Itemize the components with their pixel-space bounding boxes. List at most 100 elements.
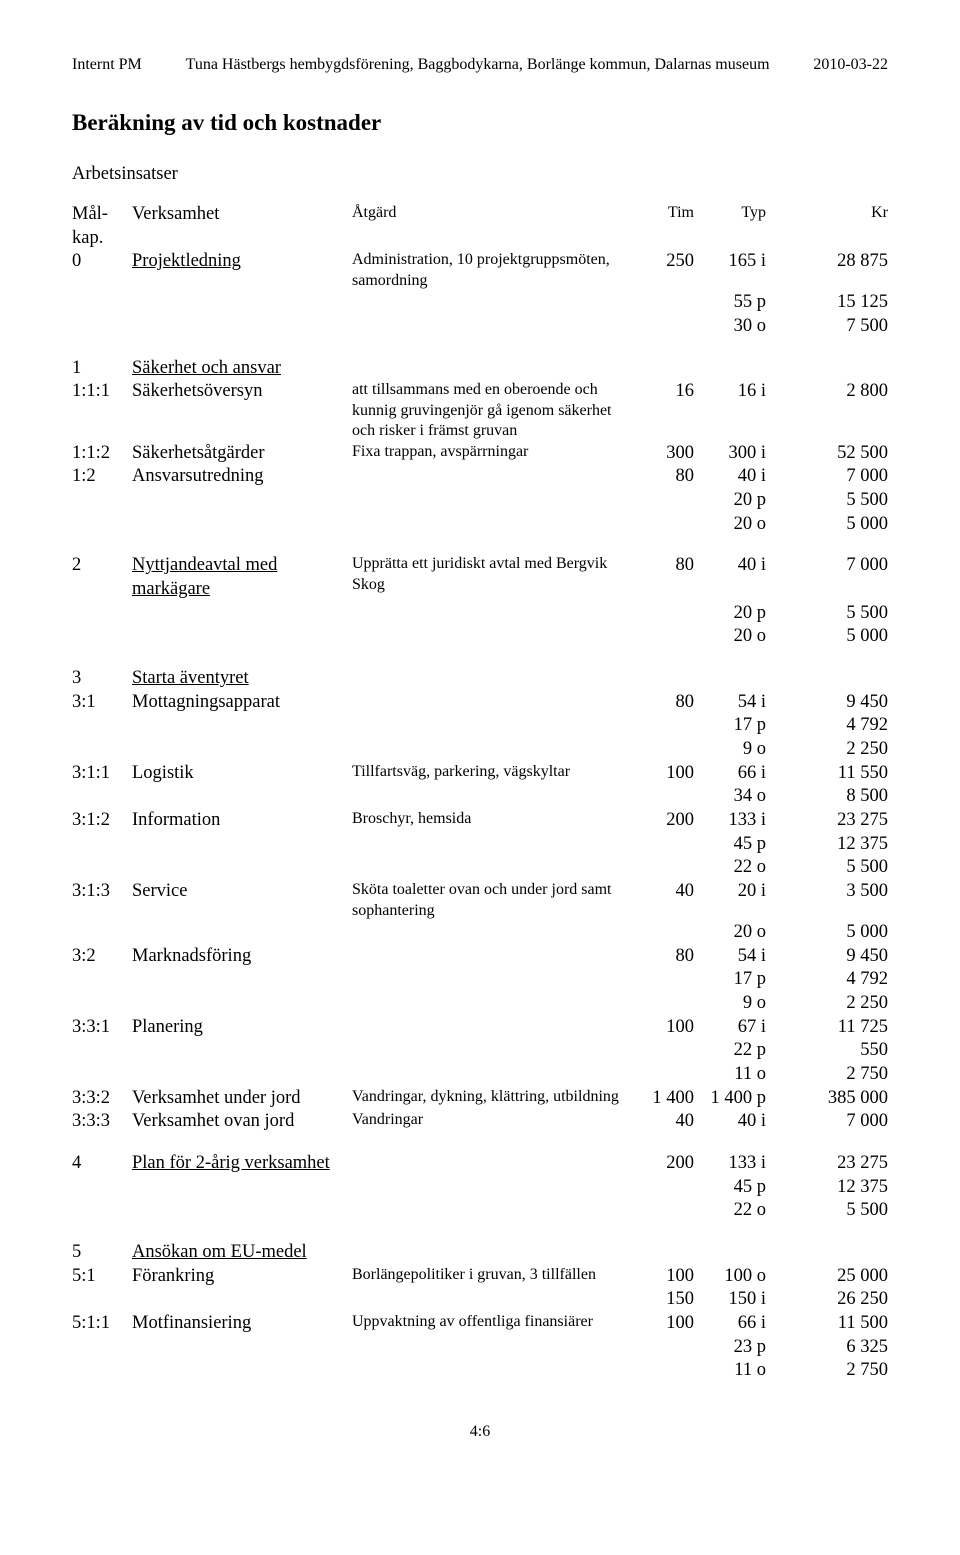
cell-typ: 11 o bbox=[694, 1063, 766, 1087]
table-row: 5Ansökan om EU-medel bbox=[72, 1241, 888, 1265]
table-row: 9 o2 250 bbox=[72, 992, 888, 1016]
cell-kr: 26 250 bbox=[766, 1288, 888, 1312]
cell-id: 1 bbox=[72, 357, 132, 381]
cell-typ: 55 p bbox=[694, 291, 766, 315]
cell-tim: 80 bbox=[632, 554, 694, 601]
table-row: 1:1:1Säkerhetsöversynatt tillsammans med… bbox=[72, 380, 888, 441]
table-row: 9 o2 250 bbox=[72, 738, 888, 762]
cell-tim bbox=[632, 1063, 694, 1087]
cell-tim: 40 bbox=[632, 880, 694, 921]
cell-typ: 9 o bbox=[694, 738, 766, 762]
cell-kr: 2 750 bbox=[766, 1359, 888, 1383]
table-row: 1:2Ansvarsutredning8040 i7 000 bbox=[72, 465, 888, 489]
cell-id: 1:1:1 bbox=[72, 380, 132, 441]
cell-typ: 40 i bbox=[694, 554, 766, 601]
table-row: 45 p12 375 bbox=[72, 833, 888, 857]
cell-atg bbox=[352, 1199, 632, 1223]
cell-verk bbox=[132, 1176, 352, 1200]
cell-tim: 16 bbox=[632, 380, 694, 441]
table-row: 30 o7 500 bbox=[72, 315, 888, 339]
cell-atg bbox=[352, 968, 632, 992]
cell-id bbox=[72, 625, 132, 649]
cell-kr: 7 500 bbox=[766, 315, 888, 339]
cell-atg bbox=[352, 489, 632, 513]
cell-typ: 17 p bbox=[694, 968, 766, 992]
cell-kr: 5 500 bbox=[766, 489, 888, 513]
cell-verk bbox=[132, 513, 352, 537]
cell-verk bbox=[132, 833, 352, 857]
cell-kr: 11 500 bbox=[766, 1312, 888, 1336]
cell-tim: 100 bbox=[632, 1265, 694, 1289]
table-row: 5:1FörankringBorlängepolitiker i gruvan,… bbox=[72, 1265, 888, 1289]
cell-id bbox=[72, 1359, 132, 1383]
cell-kr: 2 800 bbox=[766, 380, 888, 441]
cell-atg: Administration, 10 projektgruppsmöten, s… bbox=[352, 250, 632, 291]
th-verksamhet: Verksamhet bbox=[132, 203, 352, 250]
cell-tim bbox=[632, 833, 694, 857]
cell-atg bbox=[352, 1039, 632, 1063]
cell-kr: 550 bbox=[766, 1039, 888, 1063]
cell-atg bbox=[352, 625, 632, 649]
table-row: 3:2Marknadsföring8054 i9 450 bbox=[72, 945, 888, 969]
cell-tim: 100 bbox=[632, 1016, 694, 1040]
cell-typ: 20 i bbox=[694, 880, 766, 921]
cell-id bbox=[72, 921, 132, 945]
table-row: 17 p4 792 bbox=[72, 968, 888, 992]
cell-atg bbox=[352, 1063, 632, 1087]
cell-atg bbox=[352, 785, 632, 809]
cell-kr: 5 000 bbox=[766, 625, 888, 649]
cell-atg: Vandringar bbox=[352, 1110, 632, 1134]
cell-verk bbox=[132, 1288, 352, 1312]
cell-verk: Ansvarsutredning bbox=[132, 465, 352, 489]
cell-tim: 100 bbox=[632, 762, 694, 786]
cell-verk bbox=[132, 315, 352, 339]
cell-id bbox=[72, 1199, 132, 1223]
cell-atg: Tillfartsväg, parkering, vägskyltar bbox=[352, 762, 632, 786]
cell-verk bbox=[132, 1199, 352, 1223]
cell-typ: 20 p bbox=[694, 602, 766, 626]
cell-verk: Verksamhet under jord bbox=[132, 1087, 352, 1111]
cell-atg bbox=[352, 667, 632, 691]
cell-verk: Information bbox=[132, 809, 352, 833]
cell-kr: 25 000 bbox=[766, 1265, 888, 1289]
table-row: 0ProjektledningAdministration, 10 projek… bbox=[72, 250, 888, 291]
cell-tim: 80 bbox=[632, 465, 694, 489]
cell-verk bbox=[132, 625, 352, 649]
cell-verk bbox=[132, 489, 352, 513]
cell-id: 5:1:1 bbox=[72, 1312, 132, 1336]
cell-tim bbox=[632, 1241, 694, 1265]
subheading: Arbetsinsatser bbox=[72, 164, 888, 185]
cell-kr: 2 750 bbox=[766, 1063, 888, 1087]
cell-atg: att tillsammans med en oberoende och kun… bbox=[352, 380, 632, 441]
cell-typ: 20 o bbox=[694, 513, 766, 537]
cell-id bbox=[72, 1063, 132, 1087]
cell-id: 3 bbox=[72, 667, 132, 691]
cell-id bbox=[72, 513, 132, 537]
cell-kr: 6 325 bbox=[766, 1336, 888, 1360]
header-mid: Tuna Hästbergs hembygdsförening, Baggbod… bbox=[142, 56, 814, 74]
cell-typ bbox=[694, 357, 766, 381]
cell-tim bbox=[632, 315, 694, 339]
cell-kr: 12 375 bbox=[766, 833, 888, 857]
cell-id bbox=[72, 968, 132, 992]
cell-typ: 1 400 p bbox=[694, 1087, 766, 1111]
table-row: 20 o5 000 bbox=[72, 921, 888, 945]
cell-id: 0 bbox=[72, 250, 132, 291]
cell-verk bbox=[132, 1359, 352, 1383]
cell-kr: 4 792 bbox=[766, 714, 888, 738]
cell-id bbox=[72, 833, 132, 857]
cell-kr: 5 500 bbox=[766, 602, 888, 626]
cell-atg: Broschyr, hemsida bbox=[352, 809, 632, 833]
cell-id: 3:1 bbox=[72, 691, 132, 715]
cell-id bbox=[72, 738, 132, 762]
cell-tim bbox=[632, 291, 694, 315]
table-row: 34 o8 500 bbox=[72, 785, 888, 809]
cell-typ bbox=[694, 1241, 766, 1265]
table-row: 5:1:1MotfinansieringUppvaktning av offen… bbox=[72, 1312, 888, 1336]
cell-id bbox=[72, 785, 132, 809]
cell-id bbox=[72, 1176, 132, 1200]
cell-tim bbox=[632, 1199, 694, 1223]
cell-id bbox=[72, 315, 132, 339]
cell-kr: 7 000 bbox=[766, 465, 888, 489]
cell-tim: 150 bbox=[632, 1288, 694, 1312]
